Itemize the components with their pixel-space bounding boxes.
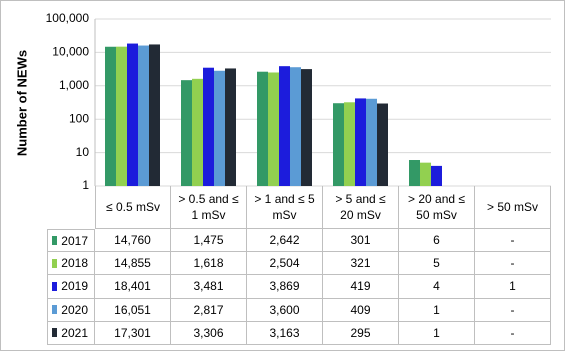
bar — [192, 78, 203, 186]
x-tick-label: > 0.5 and ≤ 1 mSv — [171, 186, 247, 229]
bar — [214, 70, 225, 186]
x-tick-label: ≤ 0.5 mSv — [95, 186, 171, 229]
x-tick-label: > 1 and ≤ 5 mSv — [247, 186, 323, 229]
bar — [116, 46, 127, 186]
table-cell: 2,504 — [247, 252, 323, 276]
table-cell: 2,642 — [247, 229, 323, 253]
table-cell: 16,051 — [95, 298, 171, 322]
table-cell: 3,306 — [171, 321, 247, 345]
y-tick-label: 100,000 — [46, 11, 90, 25]
legend-label: 2017 — [61, 233, 88, 248]
table-cell: 5 — [399, 252, 475, 276]
table-cell: - — [475, 321, 551, 345]
table-cell: 1 — [475, 275, 551, 299]
bar — [257, 71, 268, 186]
table-cell: - — [475, 229, 551, 253]
bar — [127, 43, 138, 187]
legend-swatch — [52, 305, 58, 315]
table-cell: 1,475 — [171, 229, 247, 253]
bar — [355, 98, 366, 186]
table-cell: 419 — [323, 275, 399, 299]
x-tick-label: > 5 and ≤ 20 mSv — [323, 186, 399, 229]
table-cell: 14,855 — [95, 252, 171, 276]
y-axis-title: Number of NEWs — [14, 50, 29, 156]
y-tick-label: 100 — [69, 111, 89, 125]
legend-swatch — [52, 281, 58, 291]
legend-swatch — [52, 236, 58, 246]
table-cell: - — [475, 298, 551, 322]
bar — [366, 98, 377, 186]
bar — [301, 69, 312, 186]
table-cell: 14,760 — [95, 229, 171, 253]
table-cell: - — [475, 252, 551, 276]
bar — [333, 103, 344, 186]
table-cell: 321 — [323, 252, 399, 276]
table-cell: 3,869 — [247, 275, 323, 299]
y-tick-label: 10,000 — [52, 45, 89, 59]
bar — [279, 66, 290, 186]
table-cell: 301 — [323, 229, 399, 253]
table-cell: 1 — [399, 298, 475, 322]
table-cell: 6 — [399, 229, 475, 253]
bar — [431, 165, 442, 186]
table-cell: 18,401 — [95, 275, 171, 299]
table-cell: 2,817 — [171, 298, 247, 322]
table-cell: 4 — [399, 275, 475, 299]
table-cell: 3,481 — [171, 275, 247, 299]
bar — [268, 72, 279, 186]
bar — [203, 67, 214, 186]
legend-label: 2021 — [61, 325, 88, 340]
legend-label: 2020 — [61, 302, 88, 317]
legend-swatch — [52, 258, 58, 268]
bar — [105, 46, 116, 186]
table-cell: 3,600 — [247, 298, 323, 322]
table-cell: 1 — [399, 321, 475, 345]
bar — [181, 80, 192, 186]
bar — [409, 160, 420, 186]
y-tick-label: 10 — [76, 145, 90, 159]
table-cell: 17,301 — [95, 321, 171, 345]
bar — [290, 67, 301, 186]
x-tick-label: > 20 and ≤ 50 mSv — [399, 186, 475, 229]
bar — [225, 68, 236, 186]
legend-label: 2018 — [61, 256, 88, 271]
bar — [138, 45, 149, 187]
bar — [377, 103, 388, 186]
legend-entry: 2019 — [47, 275, 95, 299]
y-tick-label: 1,000 — [59, 78, 89, 92]
table-cell: 409 — [323, 298, 399, 322]
bar — [344, 102, 355, 186]
legend-entry: 2020 — [47, 298, 95, 322]
legend-label: 2019 — [61, 279, 88, 294]
legend-entry: 2021 — [47, 321, 95, 345]
bar — [149, 44, 160, 186]
legend-swatch — [52, 328, 58, 338]
legend-entry: 2017 — [47, 229, 95, 253]
legend-entry: 2018 — [47, 252, 95, 276]
x-tick-label: > 50 mSv — [475, 186, 551, 229]
bar — [420, 162, 431, 186]
table-cell: 1,618 — [171, 252, 247, 276]
table-cell: 3,163 — [247, 321, 323, 345]
table-cell: 295 — [323, 321, 399, 345]
y-tick-label: 1 — [82, 178, 89, 192]
